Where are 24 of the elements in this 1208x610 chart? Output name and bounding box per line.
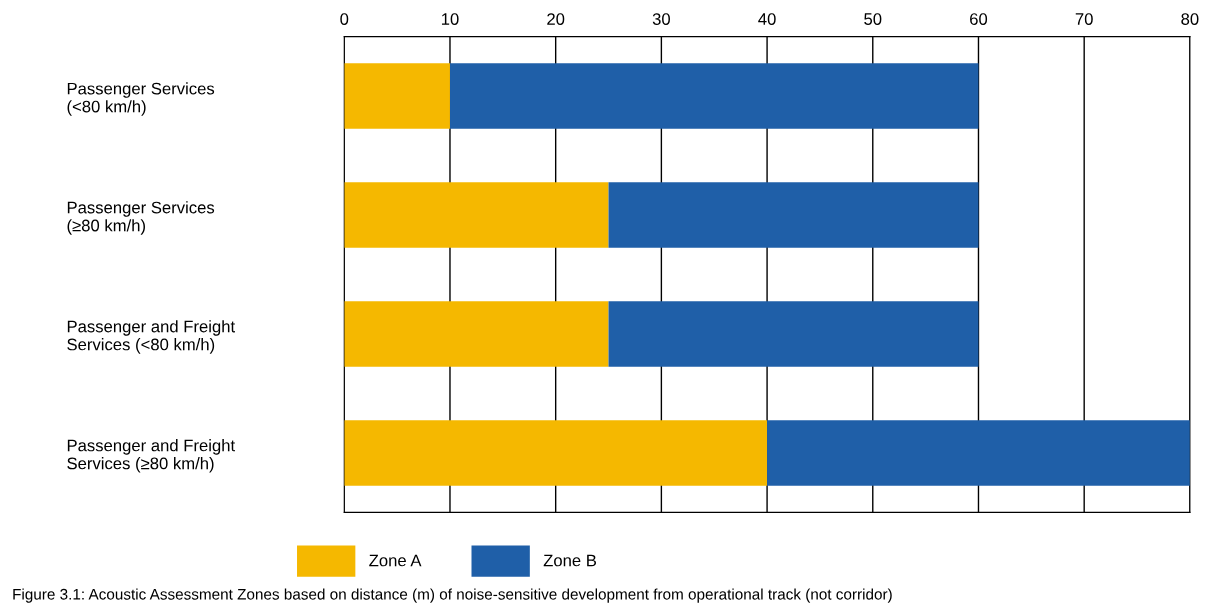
bar bbox=[608, 182, 979, 248]
x-tick-label: 80 bbox=[1181, 13, 1199, 25]
bar bbox=[608, 301, 979, 367]
x-tick-label: 60 bbox=[970, 13, 988, 25]
x-tick-label: 0 bbox=[340, 13, 349, 25]
bar bbox=[344, 63, 450, 129]
bar bbox=[344, 301, 609, 367]
bar bbox=[449, 63, 979, 129]
bar bbox=[344, 420, 768, 486]
y-tick-label: Passenger Services (≥80 km/h) bbox=[67, 201, 215, 235]
bar bbox=[344, 182, 609, 248]
x-tick-label: 50 bbox=[864, 13, 882, 25]
y-tick-label: Passenger Services (<80 km/h) bbox=[67, 82, 215, 116]
x-tick-label: 70 bbox=[1075, 13, 1093, 25]
y-tick-label: Passenger and Freight Services (≥80 km/h) bbox=[67, 439, 235, 473]
x-tick-label: 20 bbox=[547, 13, 565, 25]
legend-label: Zone A bbox=[369, 554, 422, 567]
legend-label: Zone B bbox=[543, 554, 597, 567]
x-tick-label: 10 bbox=[441, 13, 459, 25]
x-tick-label: 40 bbox=[758, 13, 776, 25]
y-tick-label: Passenger and Freight Services (<80 km/h) bbox=[67, 320, 235, 354]
x-tick-label: 30 bbox=[652, 13, 670, 25]
caption: Figure 3.1: Acoustic Assessment Zones based on distance (m) of noise-sensitive development from operational track (not corridor) bbox=[13, 588, 892, 603]
bar bbox=[767, 420, 1190, 486]
